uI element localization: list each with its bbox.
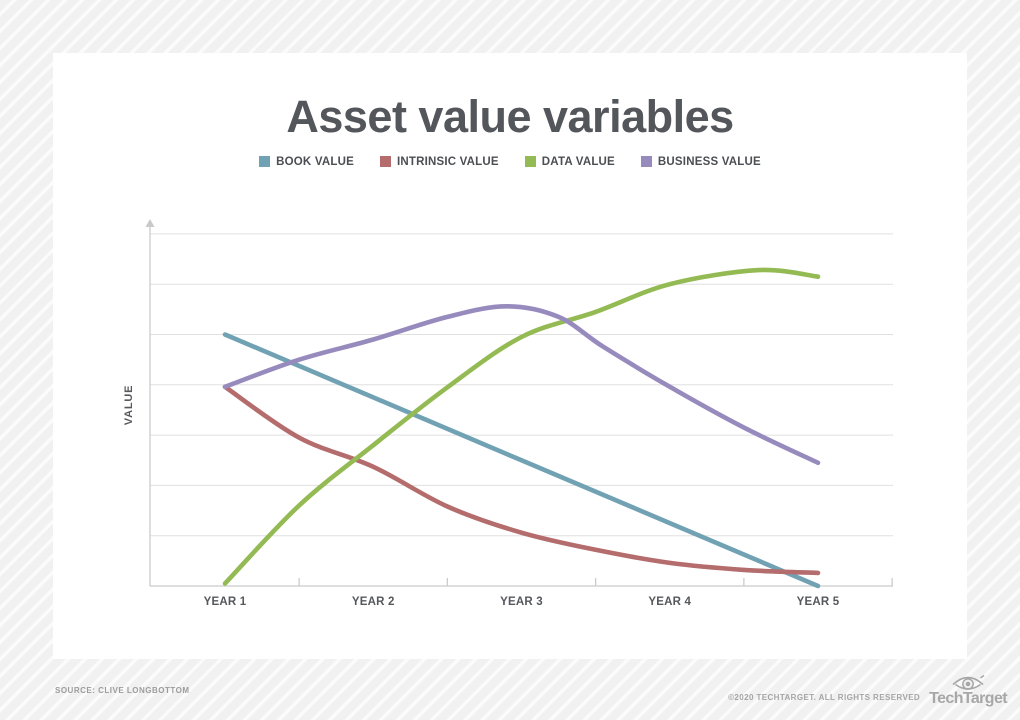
- footer: SOURCE: CLIVE LONGBOTTOM ©2020 TECHTARGE…: [0, 660, 1020, 720]
- legend-label: BOOK VALUE: [276, 155, 354, 168]
- legend-swatch-icon: [379, 156, 391, 168]
- legend-item-book-value: BOOK VALUE: [259, 156, 354, 168]
- series-line-data-value: [222, 267, 821, 586]
- chart-area: YEAR 1 YEAR 2 YEAR 3 YEAR 4 YEAR 5: [130, 213, 912, 623]
- source-credit: SOURCE: CLIVE LONGBOTTOM: [55, 685, 190, 695]
- legend-label: BUSINESS VALUE: [657, 155, 761, 168]
- brand-wordmark: TechTarget: [929, 689, 1007, 707]
- x-axis-tick-label: YEAR 2: [352, 596, 395, 608]
- series-line-intrinsic-value: [222, 384, 821, 576]
- footer-right: ©2020 TECHTARGET. ALL RIGHTS RESERVED Te…: [728, 674, 1008, 707]
- y-axis-label: VALUE: [123, 384, 135, 426]
- eye-icon: [952, 674, 985, 690]
- x-axis-tick-label: YEAR 1: [204, 596, 247, 608]
- chart-card: Asset value variables BOOK VALUE INTRINSI…: [53, 53, 967, 659]
- x-axis-tick-label: YEAR 3: [500, 596, 543, 608]
- series-line-business-value: [222, 303, 821, 466]
- y-axis-arrow-icon: [145, 219, 155, 227]
- chart-plot: YEAR 1 YEAR 2 YEAR 3 YEAR 4 YEAR 5: [145, 219, 893, 608]
- legend-swatch-icon: [524, 156, 536, 168]
- chart-title: Asset value variables: [286, 91, 734, 142]
- legend-item-data-value: DATA VALUE: [524, 155, 615, 168]
- legend-item-business-value: BUSINESS VALUE: [640, 155, 761, 168]
- legend-swatch-icon: [259, 156, 271, 168]
- legend-label: INTRINSIC VALUE: [396, 155, 499, 168]
- legend-swatch-icon: [640, 156, 652, 168]
- x-axis-tick-label: YEAR 5: [797, 596, 840, 608]
- series-line-book-value: [222, 332, 821, 589]
- techtarget-logo: TechTarget: [929, 674, 1008, 707]
- chart-legend: BOOK VALUE INTRINSIC VALUE DATA VALUE BUSIN…: [53, 156, 967, 168]
- x-axis-tick-label: YEAR 4: [648, 596, 691, 608]
- legend-label: DATA VALUE: [541, 155, 615, 168]
- legend-item-intrinsic-value: INTRINSIC VALUE: [379, 155, 499, 168]
- copyright-text: ©2020 TECHTARGET. ALL RIGHTS RESERVED: [728, 692, 921, 702]
